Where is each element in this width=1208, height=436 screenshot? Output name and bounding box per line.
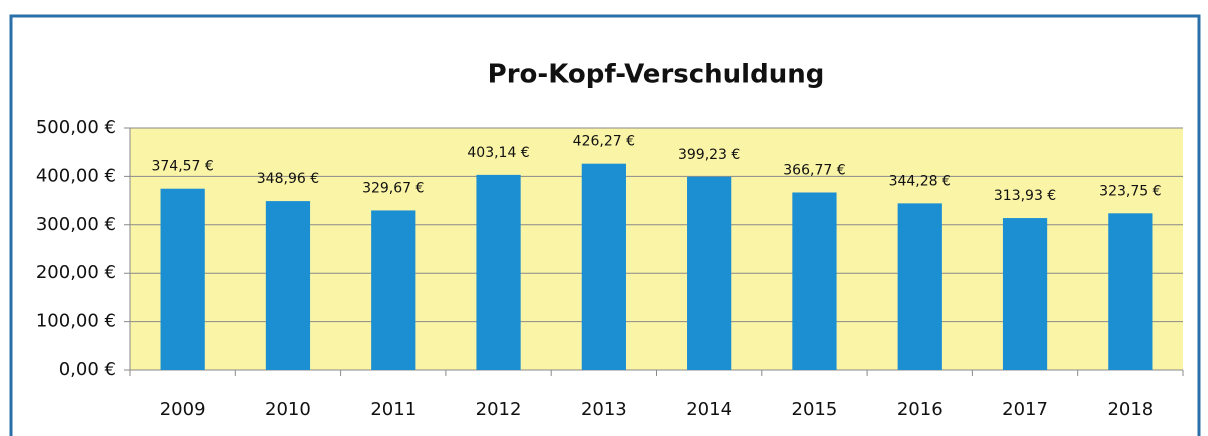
data-label: 323,75 € [1099, 183, 1161, 199]
x-tick-label: 2016 [897, 399, 943, 420]
data-label: 313,93 € [994, 188, 1056, 204]
x-tick-label: 2013 [581, 399, 627, 420]
data-label: 399,23 € [678, 147, 740, 163]
y-tick-label: 400,00 € [36, 165, 116, 186]
x-tick-label: 2014 [686, 399, 732, 420]
bar [687, 176, 732, 370]
bar [581, 163, 626, 370]
x-tick-label: 2017 [1002, 399, 1048, 420]
data-label: 348,96 € [257, 171, 319, 187]
bar [476, 174, 521, 370]
data-label: 403,14 € [467, 145, 529, 161]
x-tick-label: 2009 [160, 399, 206, 420]
x-tick-label: 2015 [792, 399, 838, 420]
data-label: 426,27 € [573, 134, 635, 150]
x-tick-label: 2011 [370, 399, 416, 420]
x-tick-label: 2012 [476, 399, 522, 420]
bar [371, 210, 416, 370]
y-tick-label: 500,00 € [36, 117, 116, 138]
data-label: 366,77 € [783, 162, 845, 178]
bar [160, 188, 205, 370]
y-tick-label: 200,00 € [36, 262, 116, 283]
data-label: 329,67 € [362, 180, 424, 196]
bar [265, 201, 311, 370]
data-label: 374,57 € [151, 159, 213, 175]
data-label: 344,28 € [889, 173, 951, 189]
bar [897, 203, 942, 370]
y-tick-label: 300,00 € [36, 214, 116, 235]
x-tick-label: 2010 [265, 399, 311, 420]
y-tick-label: 100,00 € [36, 311, 116, 332]
bar [1108, 213, 1153, 370]
x-tick-label: 2018 [1107, 399, 1153, 420]
chart-title: Pro-Kopf-Verschuldung [488, 60, 825, 90]
bar [792, 192, 837, 370]
bar [1002, 218, 1048, 370]
y-tick-label: 0,00 € [59, 359, 116, 380]
